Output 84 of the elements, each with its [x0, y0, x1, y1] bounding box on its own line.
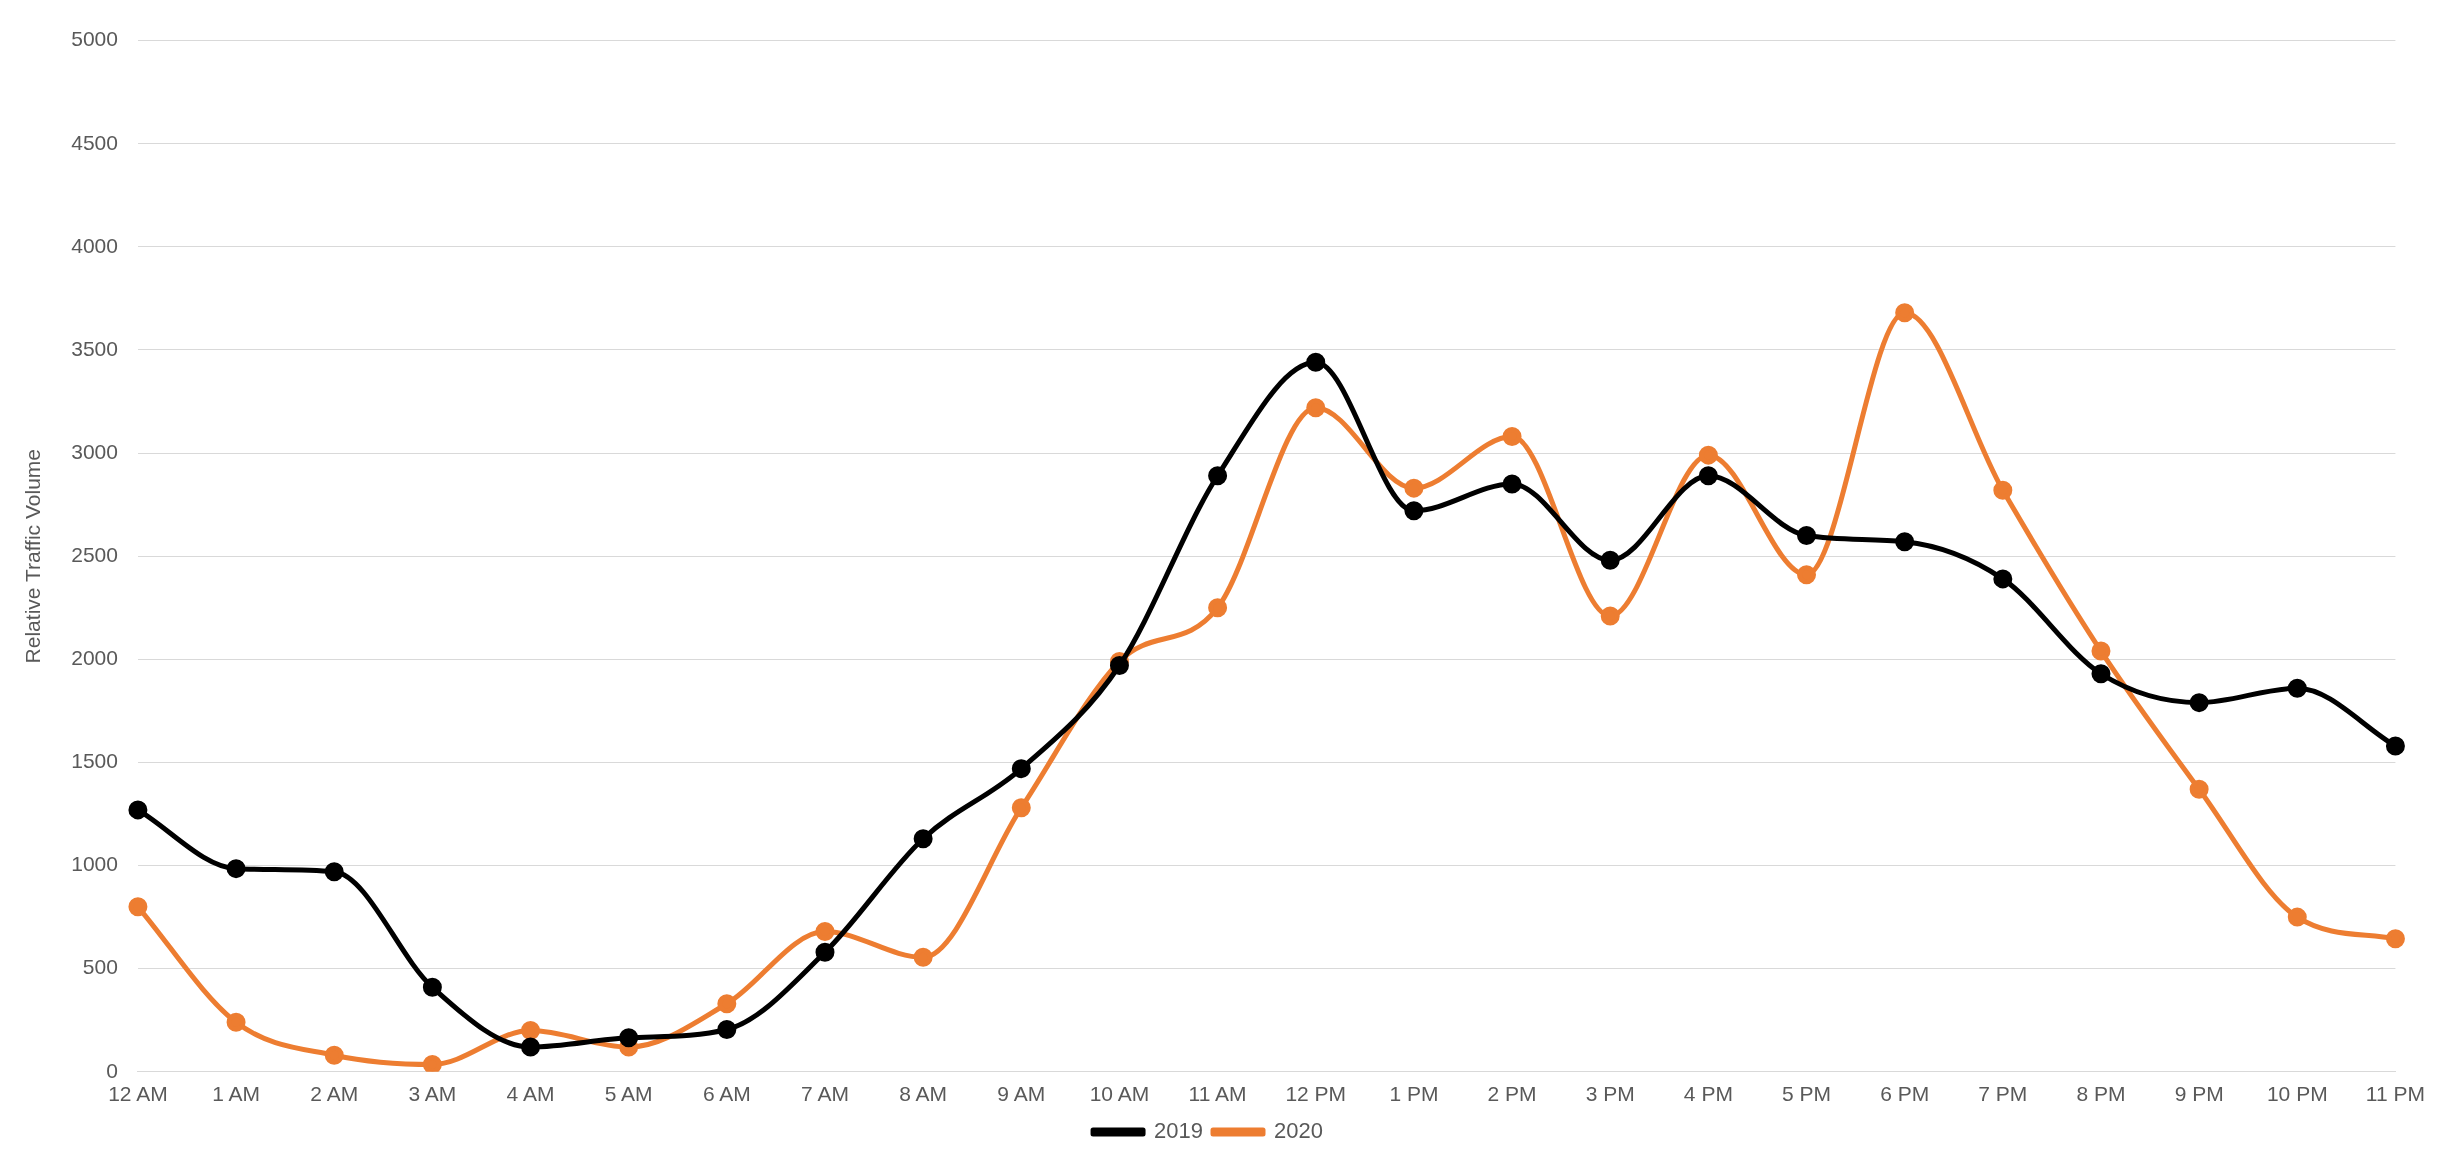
point: [1109, 656, 1129, 676]
point: [422, 977, 442, 997]
x-tick-label: 8 PM: [2076, 1082, 2126, 1106]
point: [2287, 678, 2307, 698]
x-tick-label: 12 AM: [108, 1082, 168, 1106]
x-tick-label: 9 PM: [2174, 1082, 2224, 1106]
x-tick-label: 1 AM: [212, 1082, 260, 1106]
point: [2189, 693, 2209, 713]
point: [1797, 526, 1817, 546]
point: [2287, 907, 2307, 927]
point: [815, 922, 835, 942]
point: [521, 1037, 541, 1057]
x-tick-label: 5 PM: [1782, 1082, 1832, 1106]
y-tick-label: 4500: [71, 130, 118, 154]
x-tick-label: 10 AM: [1089, 1082, 1150, 1106]
y-tick-label: 500: [82, 955, 118, 979]
point: [1895, 532, 1915, 552]
x-tick-label: 7 AM: [801, 1082, 849, 1106]
point: [324, 1045, 344, 1065]
point: [717, 1020, 737, 1040]
point: [815, 942, 835, 962]
x-tick-label: 9 AM: [997, 1082, 1046, 1106]
point: [1797, 565, 1817, 585]
point: [2385, 929, 2405, 949]
x-tick-label: 3 PM: [1585, 1082, 1635, 1106]
point: [1208, 466, 1228, 486]
y-axis-title: Relative Traffic Volume: [21, 449, 45, 664]
point: [2385, 736, 2405, 756]
y-tick-label: 3500: [71, 336, 118, 360]
point: [1993, 480, 2013, 500]
legend-label: 2019: [1154, 1118, 1204, 1144]
point: [1698, 466, 1718, 486]
y-tick-label: 1500: [71, 749, 118, 773]
point: [1208, 598, 1228, 618]
point: [1502, 427, 1522, 447]
point: [2091, 664, 2111, 684]
x-tick-label: 11 AM: [1188, 1082, 1247, 1106]
x-tick-label: 6 PM: [1880, 1082, 1930, 1106]
point: [1502, 474, 1522, 494]
x-tick-label: 4 AM: [506, 1082, 555, 1106]
x-tick-label: 3 AM: [408, 1082, 457, 1106]
x-tick-label: 2 PM: [1487, 1082, 1537, 1106]
y-tick-label: 4000: [71, 233, 118, 257]
point: [2091, 641, 2111, 661]
point: [1011, 759, 1031, 779]
point: [717, 994, 737, 1014]
x-tick-label: 6 AM: [702, 1082, 751, 1106]
point: [1404, 501, 1424, 521]
y-tick-label: 1000: [71, 852, 118, 876]
x-tick-label: 2 AM: [310, 1082, 359, 1106]
point: [1993, 569, 2013, 589]
x-tick-label: 12 PM: [1285, 1082, 1347, 1106]
point: [1404, 478, 1424, 498]
legend-label: 2020: [1274, 1118, 1323, 1144]
point: [619, 1028, 639, 1048]
point: [226, 859, 246, 879]
point: [1600, 550, 1620, 570]
x-tick-label: 4 PM: [1683, 1082, 1733, 1106]
point: [521, 1021, 541, 1041]
point: [422, 1055, 442, 1072]
x-tick-label: 7 PM: [1978, 1082, 2028, 1106]
point: [1306, 398, 1326, 418]
point: [324, 862, 344, 882]
y-tick-label: 2500: [71, 543, 118, 566]
point: [913, 829, 933, 849]
point: [1698, 445, 1718, 465]
x-tick-label: 8 AM: [899, 1082, 948, 1106]
x-tick-label: 10 PM: [2266, 1082, 2328, 1106]
point: [128, 897, 148, 917]
y-tick-label: 0: [106, 1058, 118, 1082]
y-tick-label: 5000: [71, 27, 118, 51]
x-tick-label: 11 PM: [2365, 1082, 2425, 1106]
x-tick-label: 1 PM: [1389, 1082, 1439, 1106]
point: [226, 1012, 246, 1032]
point: [2189, 779, 2209, 799]
point: [1600, 606, 1620, 626]
point: [913, 947, 933, 967]
y-tick-label: 3000: [71, 439, 118, 463]
point: [1306, 352, 1326, 372]
point: [128, 800, 148, 820]
x-tick-label: 5 AM: [604, 1082, 653, 1106]
point: [1895, 303, 1915, 323]
point: [1011, 798, 1031, 818]
y-tick-label: 2000: [71, 646, 118, 670]
